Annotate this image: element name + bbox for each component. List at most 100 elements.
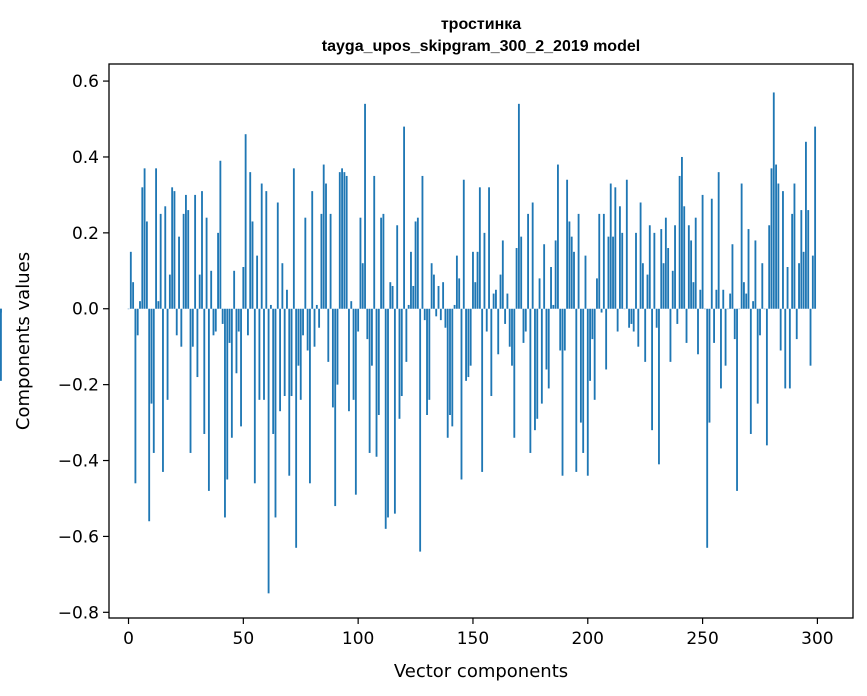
bar-232: [660, 229, 663, 309]
bar-19: [171, 187, 174, 309]
bar-76: [302, 308, 304, 336]
bar-69: [286, 289, 288, 309]
bar-153: [478, 187, 481, 309]
bar-169: [515, 248, 518, 309]
bar-125: [414, 221, 417, 309]
bar-171: [520, 236, 523, 309]
bar-252: [706, 308, 709, 548]
bar-149: [469, 308, 472, 366]
bar-133: [433, 274, 435, 309]
bar-4: [136, 308, 139, 336]
bar-224: [641, 263, 644, 309]
bar-275: [759, 308, 761, 336]
bar-260: [724, 308, 727, 366]
bar-235: [667, 248, 670, 309]
bar-276: [761, 263, 764, 309]
x-axis-ticks: 0 50 100 150 200 250 300: [123, 618, 834, 649]
bar-196: [577, 213, 580, 309]
bar-282: [775, 164, 777, 309]
bars-group: [0, 92, 817, 594]
bar-32: [201, 191, 203, 309]
bar-85: [322, 164, 325, 309]
bar-94: [343, 172, 346, 309]
bar-178: [536, 308, 539, 419]
bar-197: [579, 308, 582, 423]
bar-207: [602, 213, 605, 309]
bar-8: [145, 221, 148, 309]
chart-title-line-1: тростинка: [441, 16, 521, 33]
bar-203: [593, 308, 596, 400]
bar-174: [527, 213, 529, 309]
bar-11: [152, 308, 155, 453]
bar-273: [754, 240, 757, 309]
bar-218: [628, 308, 631, 328]
bar-105: [368, 308, 371, 453]
bar-117: [396, 225, 399, 309]
bar-295: [805, 141, 807, 309]
bar-79: [309, 308, 311, 484]
bar-221: [635, 232, 637, 309]
bar-3: [134, 308, 137, 484]
bar-162: [499, 274, 502, 309]
bar-38: [214, 308, 217, 332]
bar-299: [814, 126, 817, 309]
bar-13: [157, 301, 160, 309]
bar-55: [253, 308, 256, 484]
bar-33: [203, 308, 206, 434]
bar-180: [540, 308, 543, 404]
x-axis-label: Vector components: [394, 661, 568, 682]
bar-274: [756, 308, 759, 404]
bar-194: [573, 251, 575, 309]
bar-114: [389, 282, 392, 309]
bar-160: [495, 289, 497, 309]
bar-242: [683, 206, 686, 309]
bar-90: [334, 308, 337, 507]
bar-300: [0, 308, 2, 381]
y-axis-label: Components values: [13, 252, 34, 430]
bar-145: [460, 308, 463, 480]
bar-225: [644, 308, 647, 362]
bar-28: [191, 308, 194, 347]
bar-166: [508, 308, 511, 347]
bar-136: [439, 308, 442, 321]
bar-286: [784, 308, 787, 389]
bar-39: [217, 232, 219, 309]
bar-29: [194, 194, 197, 309]
bar-150: [472, 251, 474, 309]
bar-126: [416, 217, 419, 309]
bar-111: [382, 213, 385, 309]
bar-46: [233, 270, 236, 309]
bar-100: [357, 308, 360, 332]
bar-42: [224, 308, 226, 518]
bar-71: [290, 308, 293, 397]
bar-128: [421, 175, 424, 309]
x-tick-label: 100: [342, 629, 374, 649]
y-tick-label: 0.2: [72, 224, 99, 244]
bar-82: [315, 304, 318, 309]
bar-68: [283, 308, 286, 397]
bar-98: [352, 308, 355, 400]
bar-115: [391, 285, 394, 309]
x-tick-label: 50: [233, 629, 255, 649]
bar-21: [175, 308, 178, 336]
bar-54: [251, 221, 254, 309]
bar-254: [710, 198, 713, 309]
bar-57: [258, 308, 261, 400]
bar-22: [178, 236, 180, 309]
bar-12: [155, 168, 157, 309]
bar-47: [235, 308, 238, 374]
bar-205: [598, 213, 601, 309]
bar-131: [428, 308, 431, 400]
bar-99: [354, 308, 357, 495]
bar-141: [451, 308, 454, 427]
bar-109: [377, 308, 380, 415]
bar-86: [325, 183, 327, 309]
bar-278: [765, 308, 768, 446]
bar-45: [230, 308, 233, 438]
bar-142: [453, 304, 456, 309]
bar-239: [676, 308, 679, 324]
bar-155: [483, 232, 486, 309]
bar-92: [338, 172, 341, 309]
bar-236: [669, 308, 672, 362]
